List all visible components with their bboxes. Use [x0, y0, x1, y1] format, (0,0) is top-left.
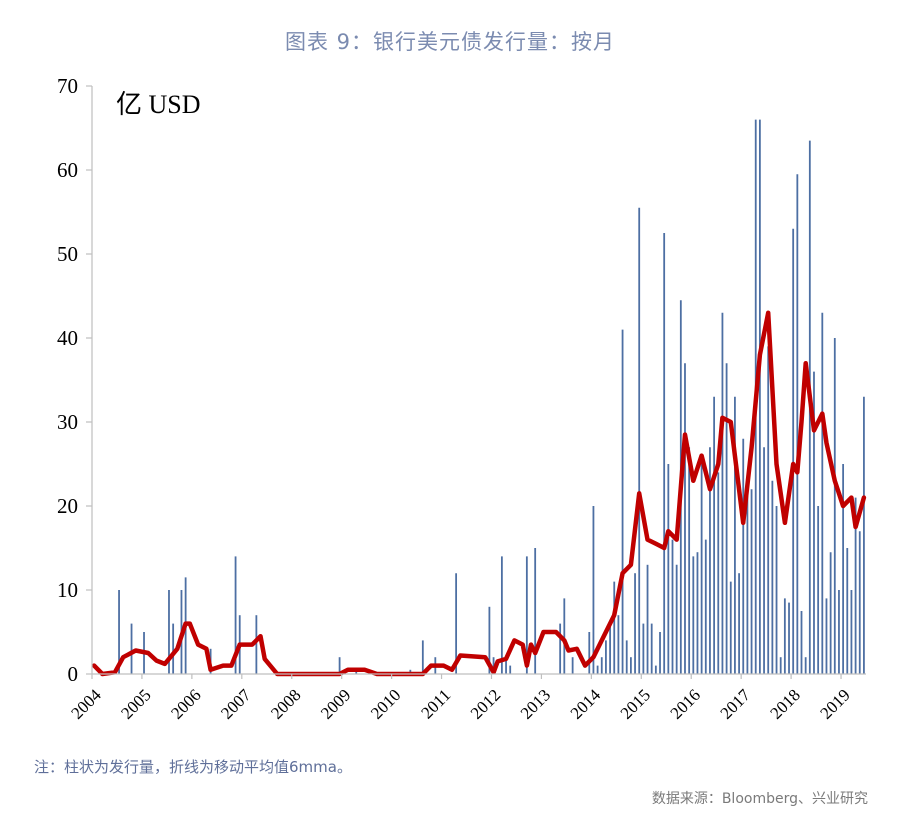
unit-label: 亿 USD	[116, 90, 201, 119]
x-tick-label: 2019	[816, 685, 853, 722]
x-tick-label: 2011	[417, 685, 454, 722]
chart-note: 注：柱状为发行量，折线为移动平均值6mma。	[34, 758, 352, 776]
y-tick-label: 60	[57, 158, 78, 182]
data-source: 数据来源：Bloomberg、兴业研究	[651, 791, 868, 807]
x-tick-label: 2009	[317, 685, 354, 722]
x-tick-label: 2006	[167, 685, 204, 722]
x-tick-label: 2013	[517, 685, 554, 722]
x-tick-label: 2012	[467, 685, 504, 722]
moving-average-line	[91, 310, 867, 677]
axes	[91, 86, 866, 675]
y-tick-label: 30	[57, 410, 78, 434]
chart-canvas: 0 10 20 30 40 50 60 70 2004 2005 2006 2007 2008 2009…	[57, 74, 867, 723]
line-series	[91, 310, 867, 677]
x-tick-label: 2015	[617, 685, 654, 722]
y-tick-label: 40	[57, 326, 78, 350]
chart-title: 图表 9：银行美元债发行量：按月	[284, 30, 616, 54]
x-tick-label: 2018	[766, 685, 803, 722]
y-tick-label: 0	[68, 662, 79, 686]
x-tick-label: 2008	[267, 685, 304, 722]
y-tick-label: 10	[57, 578, 78, 602]
y-tick-label: 20	[57, 494, 78, 518]
x-tick-label: 2014	[567, 685, 605, 723]
x-tick-label: 2007	[217, 685, 255, 723]
x-tick-label: 2017	[717, 685, 755, 723]
x-tick-label: 2010	[367, 685, 404, 722]
y-tick-label: 70	[57, 74, 78, 98]
y-tick-label: 50	[57, 242, 78, 266]
bar-series	[118, 119, 865, 674]
x-axis-ticks: 2004 2005 2006 2007 2008 2009 2010 2011 2012 2013…	[67, 674, 854, 723]
x-tick-label: 2004	[67, 685, 105, 723]
x-tick-label: 2005	[117, 685, 154, 722]
x-tick-label: 2016	[667, 685, 704, 722]
y-axis-ticks: 0 10 20 30 40 50 60 70	[57, 74, 92, 686]
